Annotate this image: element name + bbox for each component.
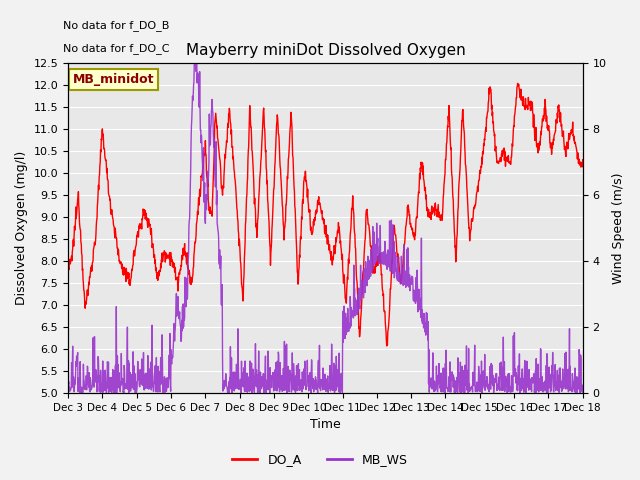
Text: MB_minidot: MB_minidot	[73, 73, 155, 86]
Y-axis label: Dissolved Oxygen (mg/l): Dissolved Oxygen (mg/l)	[15, 151, 28, 305]
Title: Mayberry miniDot Dissolved Oxygen: Mayberry miniDot Dissolved Oxygen	[186, 43, 465, 58]
Text: No data for f_DO_B: No data for f_DO_B	[63, 20, 169, 31]
Text: No data for f_DO_C: No data for f_DO_C	[63, 43, 170, 54]
X-axis label: Time: Time	[310, 419, 340, 432]
Y-axis label: Wind Speed (m/s): Wind Speed (m/s)	[612, 172, 625, 284]
Legend: DO_A, MB_WS: DO_A, MB_WS	[227, 448, 413, 471]
